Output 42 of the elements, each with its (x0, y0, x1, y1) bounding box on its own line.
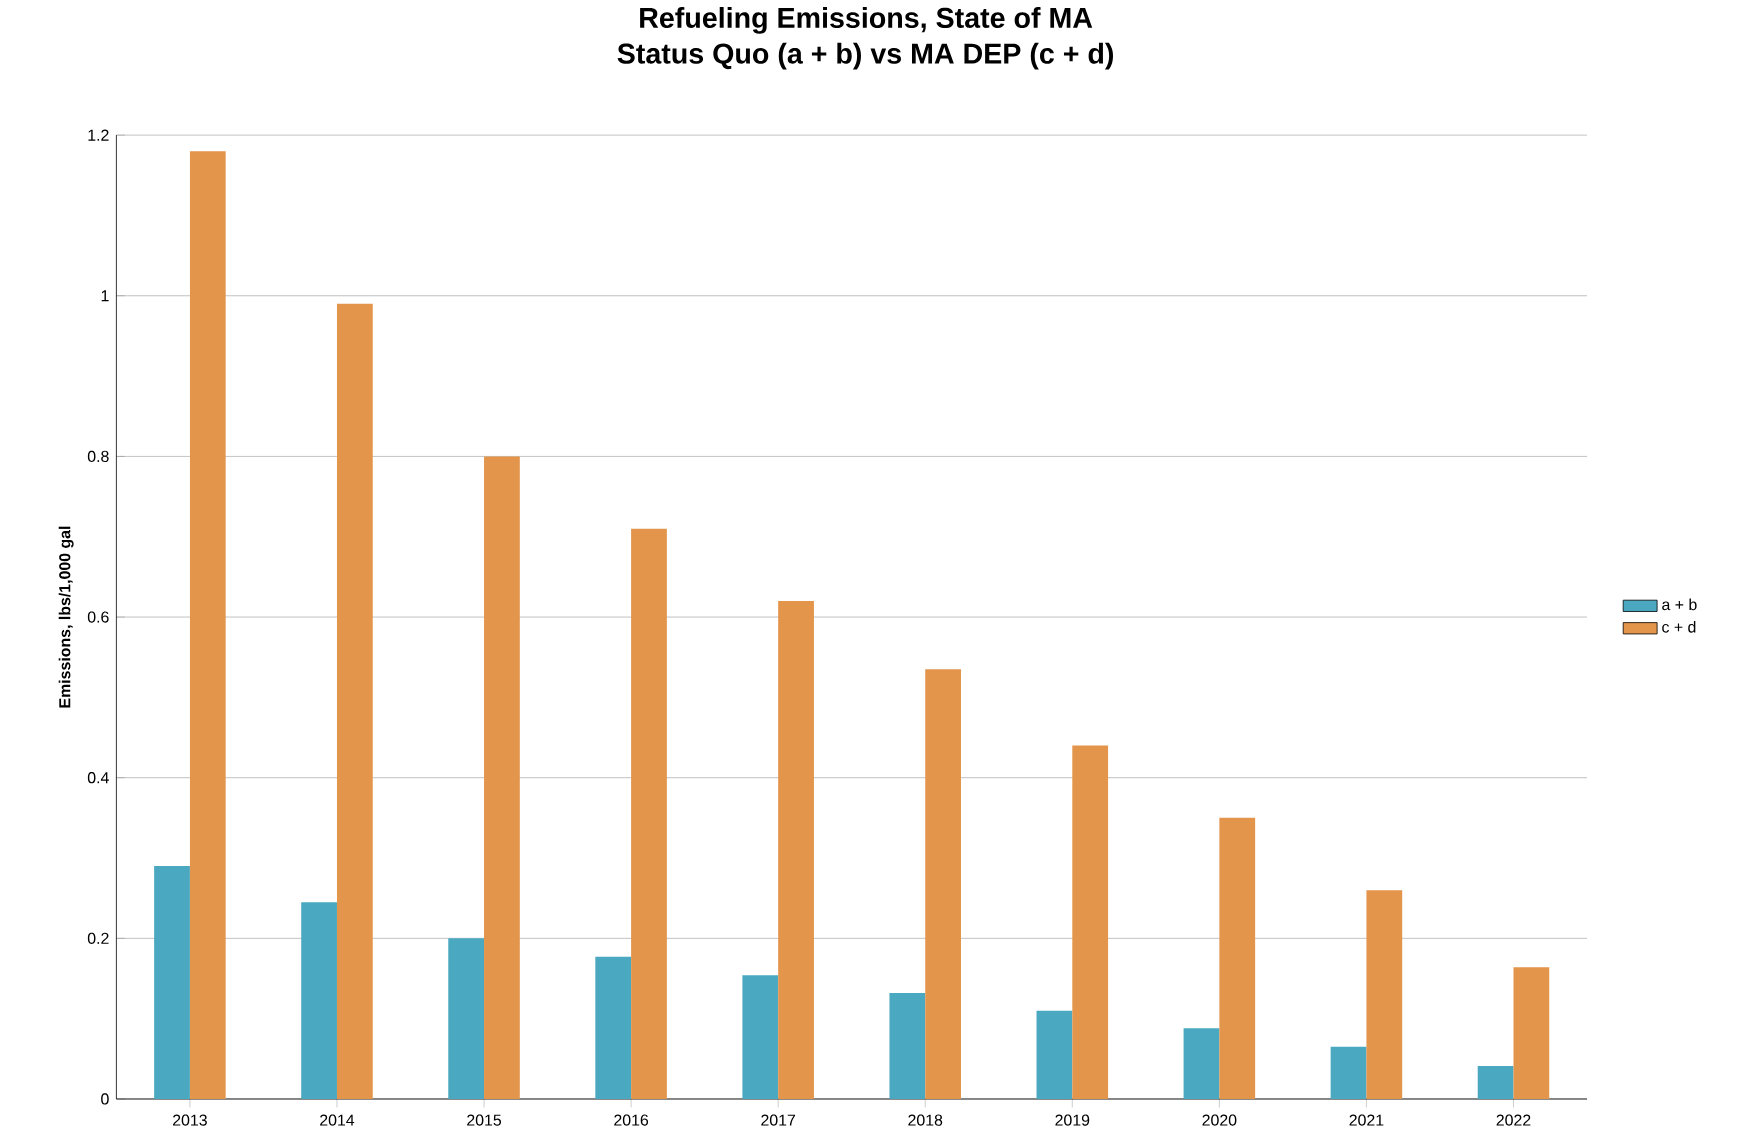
y-tick-label: 1.2 (88, 129, 109, 141)
bar (631, 528, 667, 1100)
bar (448, 938, 485, 1100)
x-tick-label: 2022 (1496, 1114, 1531, 1126)
y-tick-label: 0 (101, 1093, 109, 1105)
bar (1330, 1046, 1367, 1100)
x-tick-label: 2020 (1202, 1114, 1237, 1126)
bar (1219, 818, 1256, 1100)
x-tick-label: 2021 (1349, 1114, 1384, 1126)
legend-label: c + d (1662, 621, 1696, 633)
x-tick-label: 2013 (173, 1114, 207, 1126)
bar (336, 303, 373, 1100)
y-tick-label: 0.6 (87, 611, 109, 623)
bar (1477, 1066, 1514, 1100)
bar (778, 601, 814, 1100)
x-tick-label: 2015 (467, 1114, 502, 1126)
bar (1072, 745, 1109, 1100)
bar (484, 456, 520, 1100)
bar (889, 993, 926, 1100)
bar (925, 669, 961, 1100)
y-tick-label: 1 (101, 290, 109, 302)
chart-subtitle: Status Quo (a + b) vs MA DEP (c + d) (617, 42, 1114, 70)
bar (1513, 967, 1550, 1100)
y-tick-label: 0.4 (87, 772, 109, 784)
x-tick-label: 2017 (761, 1114, 796, 1126)
bar (595, 956, 632, 1100)
bar (189, 151, 226, 1100)
y-tick-label: 0.8 (87, 450, 109, 463)
legend-label: a + b (1662, 598, 1697, 611)
x-tick-label: 2016 (614, 1114, 649, 1126)
bar (154, 866, 190, 1100)
x-tick-label: 2014 (320, 1114, 355, 1126)
x-tick-label: 2018 (908, 1114, 943, 1126)
bar (301, 902, 337, 1100)
chart-title: Refueling Emissions, State of MA (640, 7, 1093, 34)
bar (742, 975, 779, 1100)
bar (1366, 890, 1403, 1100)
y-tick-label: 0.2 (87, 932, 109, 945)
bar (1183, 1028, 1220, 1100)
bar (1036, 1010, 1073, 1100)
x-tick-label: 2019 (1055, 1114, 1090, 1126)
y-axis-title: Emissions, lbs/1,000 gal (58, 526, 74, 708)
